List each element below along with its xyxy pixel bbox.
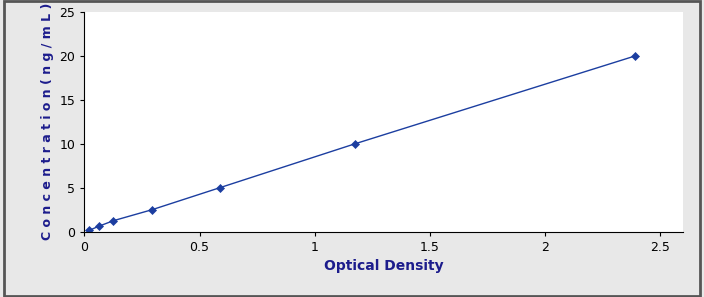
X-axis label: Optical Density: Optical Density bbox=[324, 259, 444, 273]
Y-axis label: C o n c e n t r a t i o n ( n g / m L ): C o n c e n t r a t i o n ( n g / m L ) bbox=[41, 3, 54, 241]
